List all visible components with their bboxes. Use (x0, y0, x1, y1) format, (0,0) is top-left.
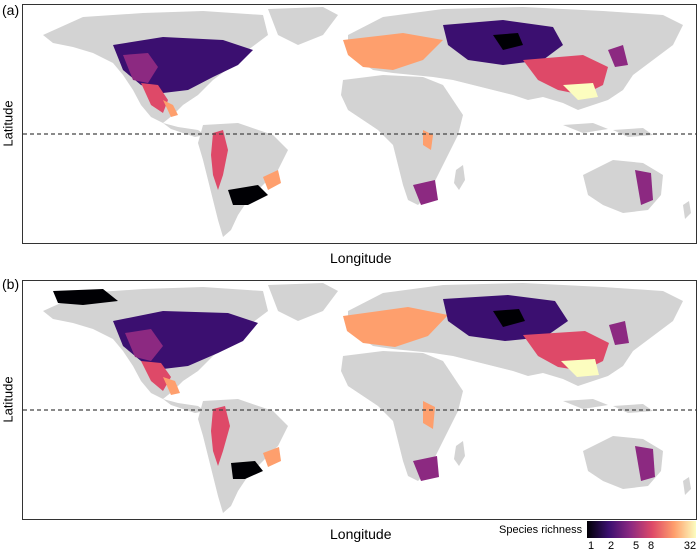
map-panel-b (22, 280, 697, 520)
legend-tick: 32 (683, 540, 697, 552)
world-map-a (23, 7, 696, 237)
legend-title: Species richness (499, 524, 583, 536)
legend-colorbar (587, 521, 696, 538)
panel-label-b: (b) (2, 276, 20, 292)
legend-tick: 2 (607, 540, 615, 552)
y-axis-label-b: Latitude (0, 376, 16, 423)
richness-overlay-a (113, 20, 653, 205)
y-axis-label-a: Latitude (0, 100, 16, 147)
legend-tick: 8 (647, 540, 655, 552)
world-map-b (23, 283, 696, 513)
x-axis-label-b: Longitude (330, 526, 392, 542)
map-panel-a (22, 4, 697, 244)
legend-tick: 1 (587, 540, 595, 552)
panel-label-a: (a) (2, 2, 20, 18)
richness-overlay-b (53, 289, 655, 481)
x-axis-label-a: Longitude (330, 250, 392, 266)
legend-tick: 5 (632, 540, 640, 552)
